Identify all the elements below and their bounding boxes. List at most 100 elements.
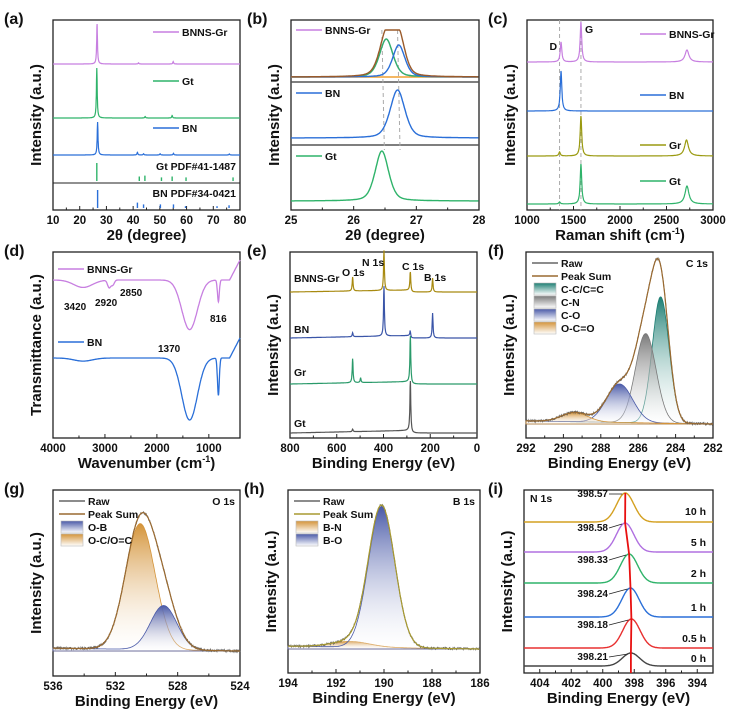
x-tick-label: 284	[666, 443, 686, 455]
series-0.5 h	[524, 618, 713, 649]
panel-a: 10 20 30 40 50 60 70 80 BNNS-Gr Gt BN Gt PDF#41-148…	[4, 11, 246, 244]
x-tick-label: 528	[168, 681, 188, 693]
x-tick-label: 1000	[514, 215, 540, 227]
peak-label: 398.24	[577, 589, 608, 600]
legend-BN-label: BN	[87, 337, 102, 349]
trend-line	[624, 492, 633, 673]
x-tick-label: 292	[516, 443, 535, 455]
legend-O-C/O=C-swatch	[60, 533, 84, 547]
peak-sum	[53, 511, 240, 652]
y-axis-label: Intensity (a.u.)	[266, 64, 283, 166]
panel-label: (f)	[488, 243, 504, 260]
peak-arrow	[608, 523, 623, 529]
annotation-G: G	[585, 24, 593, 36]
x-tick-label: 3000	[92, 443, 118, 455]
legend-B-N-label: B-N	[323, 522, 342, 534]
x-label-part: Wavenumber (cm	[78, 455, 202, 472]
series-Gt	[53, 67, 240, 119]
y-axis-label: Intensity (a.u.)	[265, 294, 282, 396]
core-level-tag: N 1s	[530, 493, 552, 505]
x-tick-label: 402	[562, 678, 581, 690]
legend-raw-label: Raw	[323, 496, 345, 508]
y-axis-label: Intensity (a.u.)	[263, 531, 280, 633]
x-tick-label: 20	[73, 215, 86, 227]
annotation-1370: 1370	[158, 344, 181, 355]
series-label: 0.5 h	[682, 633, 706, 645]
x-tick-label: 27	[410, 215, 423, 227]
reference-label: BN PDF#34-0421	[153, 188, 237, 200]
series-BN	[53, 337, 241, 421]
x-tick-label: 80	[234, 215, 247, 227]
peak-sum	[526, 258, 713, 425]
legend-BN-label: BN	[669, 90, 684, 102]
x-tick-label: 188	[422, 678, 442, 690]
legend-B-O-swatch	[295, 533, 319, 547]
x-label-part: )	[680, 227, 685, 244]
legend-O-C=O-swatch	[533, 321, 557, 335]
x-axis-label: Binding Energy (eV)	[547, 690, 690, 707]
x-tick-label: 40	[127, 215, 140, 227]
legend-BNNS-Gr-label: BNNS-Gr	[182, 27, 228, 39]
fit-envelope	[291, 29, 479, 78]
panel-label: (g)	[4, 481, 24, 498]
peak-sum	[288, 504, 480, 650]
legend-BNNS-Gr-label: BNNS-Gr	[87, 264, 133, 276]
panel-b-frame	[290, 19, 480, 211]
x-tick-label: 404	[530, 678, 550, 690]
x-tick-label: 26	[347, 215, 360, 227]
x-tick-label: 200	[421, 443, 440, 455]
x-tick-label: 524	[230, 681, 250, 693]
guide-line	[381, 29, 385, 151]
x-tick-label: 286	[629, 443, 648, 455]
annotation-B1s: B 1s	[424, 272, 446, 284]
series-label-BN: BN	[294, 324, 309, 336]
y-axis-label: Intensity (a.u.)	[502, 64, 519, 166]
x-tick-label: 4000	[40, 443, 66, 455]
panel-label: (c)	[488, 11, 508, 28]
legend-Gr-label: Gr	[669, 140, 681, 152]
guide-line	[397, 29, 401, 151]
y-axis-label: Intensity (a.u.)	[28, 532, 45, 634]
series-2 h	[524, 553, 713, 584]
legend-C-O-swatch	[533, 308, 557, 322]
legend-O-B-label: O-B	[88, 522, 108, 534]
x-tick-label: 2000	[607, 215, 633, 227]
legend-Gt-label: Gt	[669, 176, 681, 188]
x-tick-label: 2500	[654, 215, 680, 227]
legend-C-N-swatch	[533, 295, 557, 309]
peak-arrow	[608, 554, 627, 561]
panel-i: 404 402 400 398 396 394 10 h 398.57 5 h 398.58 2 h…	[488, 481, 714, 707]
x-label-part: )	[210, 455, 215, 472]
x-tick-label: 400	[374, 443, 393, 455]
legend-C-C/C=C-swatch	[533, 282, 557, 296]
legend-raw-label: Raw	[561, 258, 583, 270]
reference-label: Gt PDF#41-1487	[156, 161, 236, 173]
legend-O-B-swatch	[60, 520, 84, 534]
legend-C-N-label: C-N	[561, 297, 580, 309]
peak-label: 398.58	[577, 523, 608, 534]
x-axis-label: 2θ (degree)	[345, 227, 425, 244]
series-1 h	[524, 587, 713, 618]
x-tick-label: 600	[327, 443, 346, 455]
panel-h-frame	[287, 489, 481, 674]
peak-arrow	[608, 619, 629, 626]
x-tick-label: 28	[473, 215, 486, 227]
series-Gt	[527, 163, 713, 205]
core-level-tag: C 1s	[686, 258, 708, 270]
panel-label: (a)	[4, 11, 24, 28]
annotation-2920: 2920	[95, 298, 118, 309]
panel-f-frame	[525, 251, 714, 439]
x-tick-label: 282	[703, 443, 722, 455]
series-5 h	[524, 522, 713, 553]
x-tick-label: 398	[625, 678, 645, 690]
series-BN	[290, 286, 477, 339]
legend-BNNS-Gr-label: BNNS-Gr	[325, 25, 371, 37]
legend-BNNS-Gr-label: BNNS-Gr	[669, 29, 715, 41]
series-label: 2 h	[691, 568, 706, 580]
annotation-N1s: N 1s	[362, 257, 384, 269]
series-BNNS-Gr	[53, 259, 241, 331]
x-axis-label: Binding Energy (eV)	[312, 690, 455, 707]
